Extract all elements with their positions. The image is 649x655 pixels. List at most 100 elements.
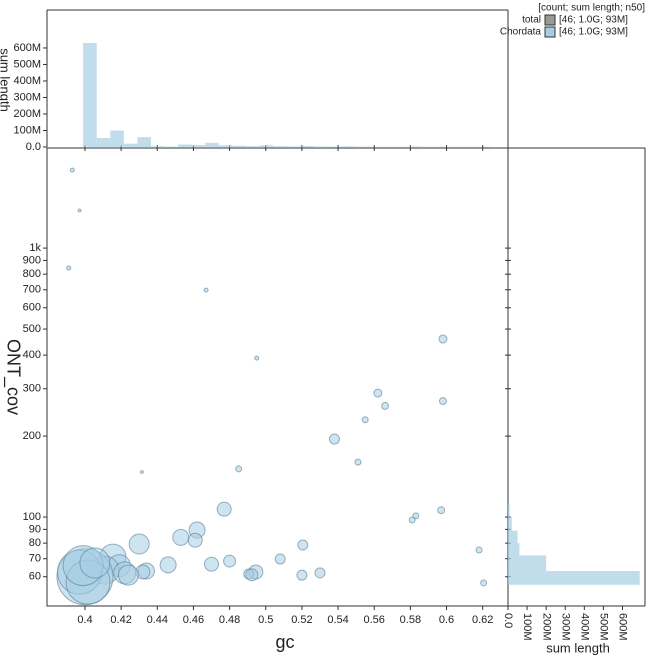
y-tick-label: 300M	[13, 91, 41, 103]
bubble	[77, 208, 82, 213]
bar	[508, 543, 520, 556]
plot-frame	[46, 147, 509, 607]
x-tick-label: 0.5	[258, 614, 273, 626]
bar	[191, 145, 206, 147]
y-tick-label: 800	[23, 268, 41, 280]
bar	[300, 146, 314, 147]
bar	[508, 555, 547, 572]
bar	[137, 137, 151, 147]
x-tick-label: 0.46	[183, 614, 204, 626]
legend-swatch	[544, 26, 556, 38]
y-tick-label: 90	[29, 523, 41, 535]
bubble	[297, 539, 309, 551]
y-tick-label: 400	[23, 349, 41, 361]
bar	[508, 530, 518, 544]
y-tick-label: 100M	[13, 124, 41, 136]
bar	[123, 143, 138, 147]
bar	[340, 146, 355, 147]
y-tick-label: 500	[23, 323, 41, 335]
x-tick-label: 400M	[578, 613, 590, 641]
x-tick-label: 600M	[617, 613, 629, 641]
y-tick-label: 100	[23, 511, 41, 523]
y-tick-label: 0.0	[26, 141, 41, 153]
bubble	[66, 265, 72, 271]
y-tick-label: 900	[23, 254, 41, 266]
y-tick-label: 600	[23, 302, 41, 314]
bubble	[245, 568, 259, 582]
x-tick-label: 0.6	[439, 614, 454, 626]
bubble	[328, 433, 340, 445]
y-tick-label: 80	[29, 537, 41, 549]
legend-label: [46; 1.0G; 93M]	[559, 27, 628, 38]
y-tick-label: 70	[29, 553, 41, 565]
bar	[110, 130, 124, 147]
bar	[83, 43, 97, 147]
bubble	[223, 554, 237, 568]
y-tick-label: 1k	[29, 242, 41, 254]
bubble	[438, 397, 447, 406]
y-axis-label: ONT_cov	[2, 339, 23, 415]
bubble	[204, 556, 220, 572]
bubble	[203, 287, 209, 293]
x-tick-label: 0.52	[291, 614, 312, 626]
bar	[205, 142, 219, 147]
y-tick-label: 500M	[13, 58, 41, 70]
legend-name: total	[522, 15, 541, 26]
bubble	[139, 470, 144, 474]
bar	[218, 145, 233, 147]
bubble	[408, 516, 416, 524]
bar	[508, 571, 640, 585]
legend-label: [46; 1.0G; 93M]	[559, 15, 628, 26]
y-tick-label: 300	[23, 383, 41, 395]
bubble	[254, 355, 260, 361]
y-tick-label: 200M	[13, 108, 41, 120]
bubble	[480, 579, 488, 587]
y-tick-label: 600M	[13, 42, 41, 54]
bubble	[128, 533, 150, 555]
x-tick-label: 0.54	[327, 614, 348, 626]
bubble	[216, 501, 232, 517]
x-tick-label: 0.44	[147, 614, 168, 626]
bubble	[381, 401, 390, 410]
bubble	[187, 532, 203, 548]
x-tick-label: 300M	[559, 613, 571, 641]
bubble	[69, 167, 75, 173]
bubble	[438, 334, 448, 344]
bubble	[354, 458, 362, 466]
y-tick-label: 400M	[13, 75, 41, 87]
right-hist-label: sum length	[546, 640, 610, 655]
y-tick-label: 60	[29, 571, 41, 583]
bubble	[172, 528, 190, 546]
bubble	[437, 506, 446, 515]
y-tick-label: 700	[23, 284, 41, 296]
bar	[245, 146, 260, 147]
bubble	[314, 567, 326, 579]
bar	[96, 137, 111, 147]
bubble	[274, 553, 286, 565]
bar	[272, 146, 287, 147]
x-tick-label: 0.62	[472, 614, 493, 626]
bar	[150, 146, 165, 147]
bar	[178, 144, 192, 147]
bubble	[117, 564, 139, 586]
bubble	[361, 416, 369, 424]
x-tick-label: 0.4	[77, 614, 92, 626]
x-tick-label: 0.58	[400, 614, 421, 626]
x-axis-label: gc	[275, 632, 294, 652]
x-tick-label: 0.0	[502, 613, 514, 628]
bubble	[235, 465, 243, 473]
bar	[508, 517, 512, 531]
bubble	[373, 388, 383, 398]
bar	[259, 145, 273, 147]
top-hist-label: sum length	[0, 48, 13, 112]
x-tick-label: 200M	[540, 613, 552, 641]
x-tick-label: 0.48	[219, 614, 240, 626]
bar	[508, 503, 510, 518]
legend-name: Chordata	[500, 27, 542, 38]
legend-swatch	[544, 14, 556, 26]
bar	[232, 145, 246, 147]
bubble	[79, 547, 111, 579]
x-tick-label: 500M	[597, 613, 609, 641]
bubble	[296, 569, 308, 581]
